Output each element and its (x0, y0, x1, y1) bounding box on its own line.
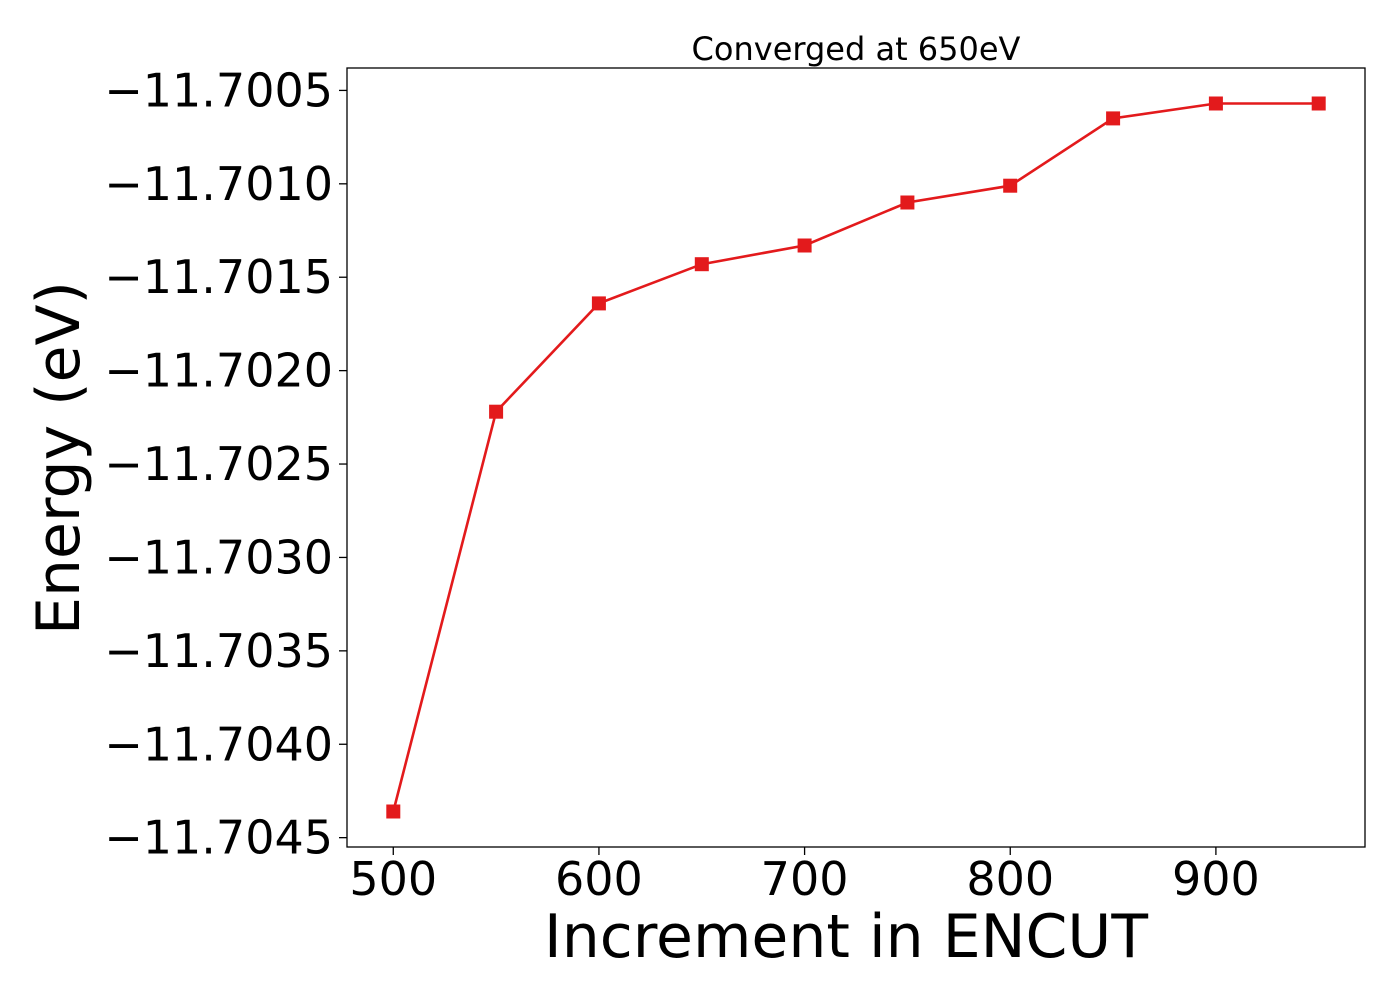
series-line (392, 102, 1319, 812)
plot-frame (346, 67, 1366, 848)
y-axis-label: Energy (eV) (24, 281, 94, 635)
y-tick-label: −11.7045 (104, 811, 333, 865)
x-tick-label: 600 (555, 852, 643, 906)
series-markers (386, 96, 1326, 819)
y-tick-label: −11.7040 (104, 717, 333, 771)
y-tick-label: −11.7030 (104, 530, 333, 584)
y-tick-label: −11.7020 (104, 344, 333, 398)
x-tick-label: 500 (349, 852, 437, 906)
y-tick-label: −11.7005 (104, 63, 333, 117)
data-point (386, 804, 401, 819)
y-tick-label: −11.7025 (104, 437, 333, 491)
y-tick-label: −11.7010 (104, 157, 333, 211)
data-point (900, 195, 915, 210)
data-point (1003, 178, 1018, 193)
x-axis-ticks: 500 600 700 800 900 (349, 847, 1260, 906)
data-point (1106, 111, 1121, 126)
x-axis-label: Increment in ENCUT (544, 902, 1148, 972)
chart-title: Converged at 650eV (692, 30, 1021, 68)
data-point (797, 238, 812, 253)
y-axis-ticks: −11.7045 −11.7040 −11.7035 −11.7030 −11.7025… (104, 63, 347, 865)
data-point (1208, 96, 1223, 111)
x-tick-label: 700 (761, 852, 849, 906)
data-point (694, 257, 709, 272)
x-tick-label: 800 (966, 852, 1054, 906)
y-tick-label: −11.7015 (104, 250, 333, 304)
y-tick-label: −11.7035 (104, 624, 333, 678)
data-point (489, 404, 504, 419)
data-point (591, 296, 606, 311)
data-point (1311, 96, 1326, 111)
x-tick-label: 900 (1172, 852, 1260, 906)
